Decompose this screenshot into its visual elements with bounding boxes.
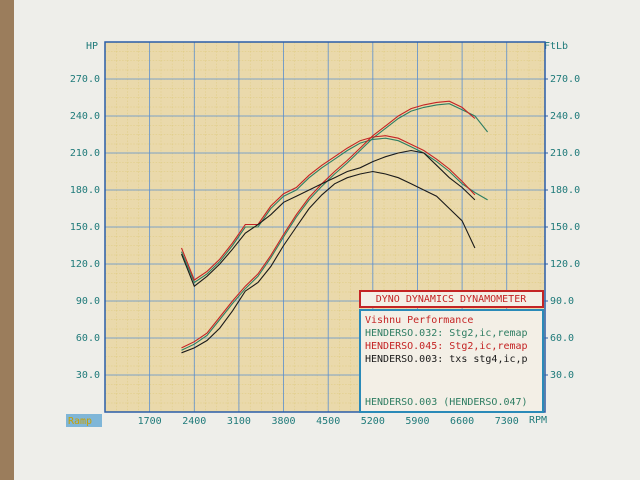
y-tick-label: 150.0: [70, 222, 100, 233]
y2-tick-label: 150.0: [550, 222, 580, 233]
x-tick-label: 2400: [182, 416, 206, 427]
y-axis-label: HP: [86, 41, 98, 52]
x-tick-label: 5900: [405, 416, 429, 427]
y-tick-label: 30.0: [76, 370, 100, 381]
mode-label: Ramp: [68, 416, 92, 427]
y-tick-label: 270.0: [70, 74, 100, 85]
torque-line: [180, 137, 488, 284]
y-tick-label: 60.0: [76, 333, 100, 344]
y2-axis-label: FtLb: [544, 41, 568, 52]
power-line: [181, 103, 489, 351]
x-tick-label: 5200: [361, 416, 385, 427]
y2-tick-label: 90.0: [550, 296, 574, 307]
y2-tick-label: 210.0: [550, 148, 580, 159]
x-tick-label: 3100: [227, 416, 251, 427]
y-tick-label: 180.0: [70, 185, 100, 196]
legend-entry: HENDERSO.032: Stg2,ic,remap: [365, 328, 528, 339]
x-axis-label: RPM: [529, 415, 547, 426]
legend-title-box: [359, 290, 544, 308]
power-line: [181, 100, 476, 349]
y2-tick-label: 240.0: [550, 111, 580, 122]
x-tick-label: 1700: [138, 416, 162, 427]
mode-box: [66, 414, 102, 427]
y-tick-label: 120.0: [70, 259, 100, 270]
x-tick-label: 6600: [450, 416, 474, 427]
torque-line: [180, 135, 476, 281]
photo-edge: [0, 0, 14, 480]
legend-entry: HENDERSO.003: txs stg4,ic,p: [365, 354, 528, 365]
y2-tick-label: 270.0: [550, 74, 580, 85]
legend-box: [359, 309, 544, 413]
x-tick-label: 7300: [495, 416, 519, 427]
y2-tick-label: 120.0: [550, 259, 580, 270]
y2-tick-label: 60.0: [550, 333, 574, 344]
y2-tick-label: 180.0: [550, 185, 580, 196]
x-tick-label: 4500: [316, 416, 340, 427]
legend-company: Vishnu Performance: [365, 315, 473, 326]
y-tick-label: 210.0: [70, 148, 100, 159]
y2-tick-label: 30.0: [550, 370, 574, 381]
legend-footer: HENDERSO.003 (HENDERSO.047): [365, 397, 528, 408]
torque-line: [180, 149, 476, 288]
y-tick-label: 240.0: [70, 111, 100, 122]
legend-title: DYNO DYNAMICS DYNAMOMETER: [376, 294, 527, 305]
x-tick-label: 3800: [272, 416, 296, 427]
legend-entry: HENDERSO.045: Stg2,ic,remap: [365, 341, 528, 352]
y-tick-label: 90.0: [76, 296, 100, 307]
power-line: [181, 170, 476, 354]
